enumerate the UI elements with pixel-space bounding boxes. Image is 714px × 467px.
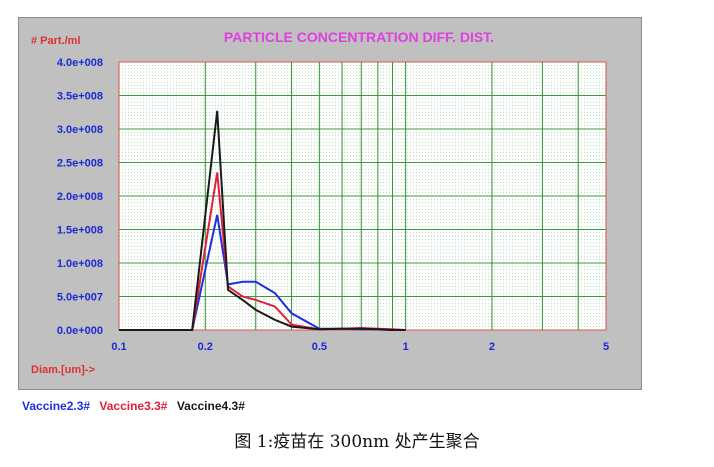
x-tick-label: 0.2: [198, 341, 213, 353]
x-axis-label: Diam.[um]->: [31, 364, 95, 376]
legend-item-vaccine4-3: Vaccine4.3#: [176, 399, 245, 413]
figure-caption: 图 1:疫苗在 300nm 处产生聚合: [234, 432, 480, 452]
y-tick-label: 3.5e+008: [57, 91, 103, 103]
x-tick-label: 2: [489, 341, 495, 353]
x-tick-label: 0.1: [111, 341, 126, 353]
legend-item-vaccine2-3: Vaccine2.3#: [22, 399, 91, 413]
legend-item-vaccine3-3: Vaccine3.3#: [99, 399, 168, 413]
grid-lines: [119, 62, 606, 330]
legend: Vaccine2.3# Vaccine3.3# Vaccine4.3#: [22, 399, 251, 413]
chart-title: PARTICLE CONCENTRATION DIFF. DIST.: [224, 29, 494, 45]
y-tick-label: 2.0e+008: [57, 191, 103, 203]
y-tick-label: 4.0e+008: [57, 57, 103, 69]
y-tick-label: 2.5e+008: [57, 158, 103, 170]
series-line-vaccine4-3: [119, 110, 406, 331]
y-tick-label: 1.5e+008: [57, 225, 103, 237]
x-tick-label: 1: [403, 341, 409, 353]
series-lines: [119, 110, 406, 331]
axis-ticks: 4.0e+008 3.5e+008 3.0e+008 2.5e+008 2.0e+008…: [57, 57, 609, 353]
y-tick-label: 0.0e+000: [57, 325, 103, 337]
chart-canvas: PARTICLE CONCENTRATION DIFF. DIST. # Par…: [31, 29, 609, 376]
y-axis-label: # Part./ml: [31, 35, 81, 47]
x-tick-label: 0.5: [312, 341, 327, 353]
y-tick-label: 3.0e+008: [57, 124, 103, 136]
y-tick-label: 1.0e+008: [57, 258, 103, 270]
y-tick-label: 5.0e+007: [57, 292, 103, 304]
chart-panel: PARTICLE CONCENTRATION DIFF. DIST. # Par…: [18, 17, 642, 390]
x-tick-label: 5: [603, 341, 609, 353]
